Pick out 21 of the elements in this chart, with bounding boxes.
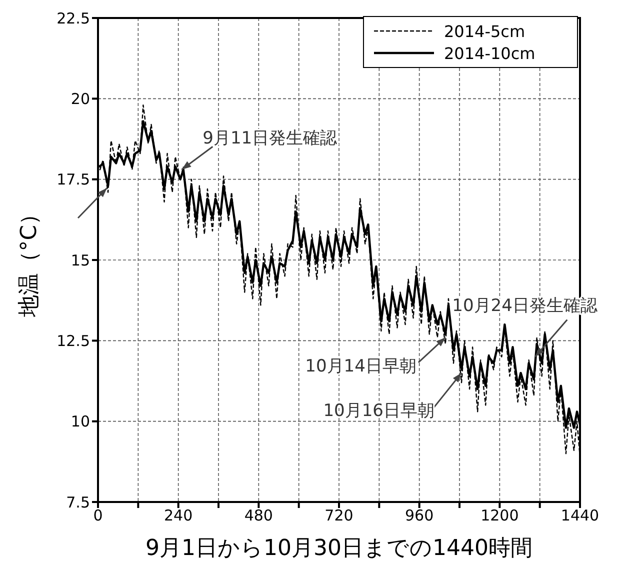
x-tick-label: 1440 (560, 506, 600, 525)
x-tick-label: 720 (324, 506, 354, 525)
y-tick-label: 20 (70, 90, 90, 108)
y-tick-label: 10 (70, 412, 90, 431)
y-tick-label: 17.5 (56, 170, 90, 189)
x-tick-label: 960 (405, 506, 434, 525)
x-tick-label: 480 (244, 506, 273, 525)
legend-label: 2014-10cm (444, 44, 536, 62)
x-tick-label: 240 (164, 506, 193, 525)
x-tick-label: 1200 (480, 506, 519, 525)
y-tick-label: 7.5 (66, 493, 90, 512)
y-tick-label: 15 (70, 251, 90, 270)
y-tick-label: 12.5 (56, 332, 90, 350)
legend-label: 2014-5cm (444, 22, 526, 40)
x-tick-label: 0 (93, 506, 103, 525)
y-tick-label: 22.5 (56, 9, 90, 28)
annotation: 10月14日早朝 (305, 356, 416, 376)
y-axis-title: 地温（°C） (16, 202, 42, 318)
annotation: 9月11日発生確認 (202, 128, 338, 149)
x-axis-title: 9月1日から10月30日までの1440時間 (146, 536, 532, 561)
annotation: 10月16日早朝 (323, 400, 435, 421)
